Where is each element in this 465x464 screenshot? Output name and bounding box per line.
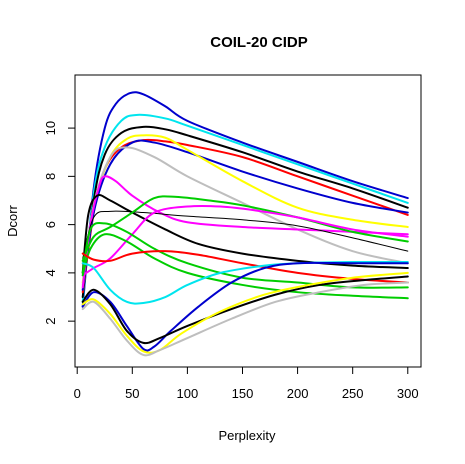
series-line-19	[81, 271, 409, 354]
series-line-17	[81, 261, 409, 352]
y-axis-label: Dcorr	[5, 204, 20, 236]
y-tick-label: 8	[43, 173, 58, 180]
y-tick-label: 2	[43, 318, 58, 325]
series-line-1	[81, 91, 409, 308]
x-tick-label: 250	[342, 386, 364, 401]
series-line-3	[81, 125, 409, 299]
x-tick-label: 300	[397, 386, 419, 401]
y-tick-label: 6	[43, 221, 58, 228]
x-tick-label: 50	[125, 386, 139, 401]
y-tick-label: 4	[43, 269, 58, 276]
y-axis: 2 4 6 8 10	[43, 121, 76, 325]
series-line-13	[81, 221, 409, 289]
series-line-15	[81, 250, 409, 284]
x-axis: 0 50 100 150 200 250 300	[74, 366, 419, 401]
x-tick-label: 0	[74, 386, 81, 401]
plot-frame	[74, 74, 422, 368]
series-line-12	[81, 204, 409, 277]
x-tick-label: 200	[287, 386, 309, 401]
x-axis-label: Perplexity	[218, 428, 276, 443]
series-line-5	[81, 139, 409, 291]
series-line-20	[81, 281, 409, 357]
series-line-16	[81, 260, 409, 305]
series-line-11	[81, 195, 409, 262]
series-line-2	[81, 113, 409, 303]
chart-title: COIL-20 CIDP	[210, 34, 308, 51]
x-tick-label: 150	[232, 386, 254, 401]
series-line-18	[81, 275, 409, 345]
series-line-8	[81, 175, 409, 289]
x-tick-label: 100	[177, 386, 199, 401]
series-line-4	[81, 138, 409, 294]
series-layer	[81, 91, 409, 357]
series-line-10	[82, 210, 409, 259]
y-tick-label: 10	[43, 121, 58, 135]
series-line-14	[81, 233, 409, 300]
